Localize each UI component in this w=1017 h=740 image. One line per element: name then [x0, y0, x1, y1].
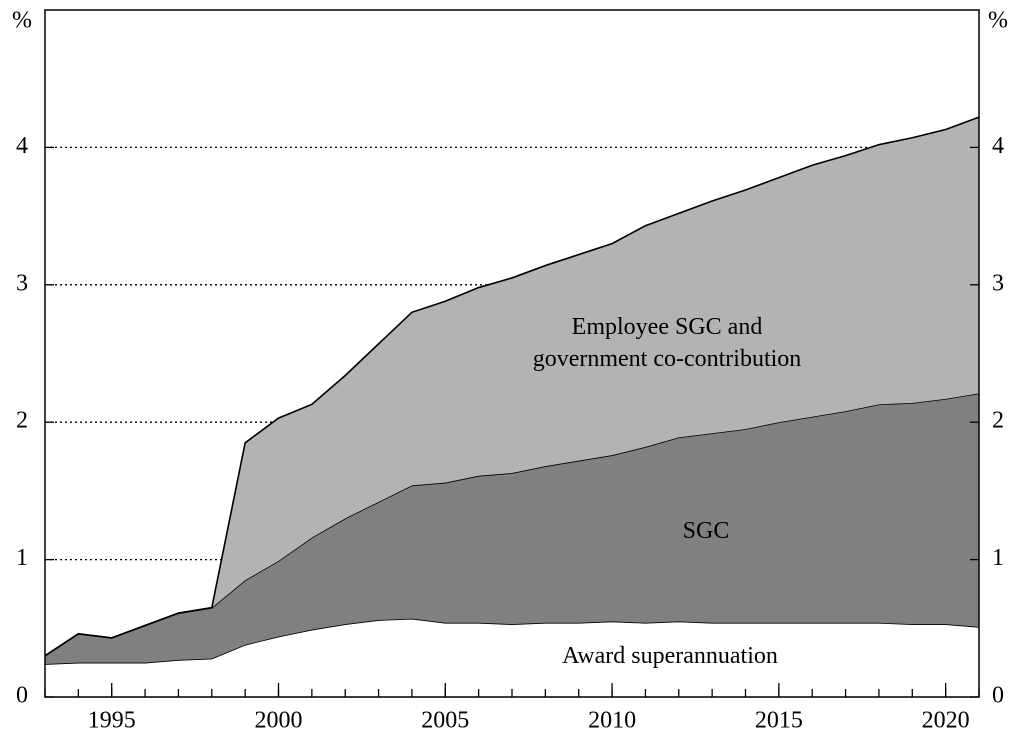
area-label-line: Employee SGC and — [572, 314, 763, 340]
y-unit-label: % — [12, 8, 32, 34]
y-tick-label: 0 — [16, 683, 28, 709]
area — [45, 117, 979, 656]
x-tick-label: 2010 — [588, 708, 636, 734]
y2-tick-label: 1 — [992, 545, 1004, 571]
y-tick-label: 2 — [16, 408, 28, 434]
y-tick-label: 1 — [16, 545, 28, 571]
area-label: SGC — [683, 518, 730, 544]
y-tick-label: 3 — [16, 270, 28, 296]
area — [45, 618, 979, 697]
x-tick-label: 2000 — [255, 708, 303, 734]
area — [45, 393, 979, 665]
y2-unit-label: % — [988, 8, 1008, 34]
area-label: Award superannuation — [562, 643, 778, 669]
area-label-line: Award superannuation — [562, 643, 778, 669]
x-tick-label: 2015 — [755, 708, 803, 734]
y2-tick-label: 3 — [992, 270, 1004, 296]
y-tick-label: 4 — [16, 133, 28, 159]
x-tick-label: 2005 — [421, 708, 469, 734]
x-tick-label: 1995 — [88, 708, 136, 734]
area-edge — [44, 116, 980, 657]
y2-tick-label: 2 — [992, 408, 1004, 434]
x-tick-label: 2020 — [922, 708, 970, 734]
area-label-line: government co-contribution — [533, 346, 802, 372]
y2-tick-label: 4 — [992, 133, 1004, 159]
area-label: Employee SGC and government co-contributi… — [533, 314, 802, 372]
y2-tick-label: 0 — [992, 683, 1004, 709]
area-label-line: SGC — [683, 518, 730, 544]
